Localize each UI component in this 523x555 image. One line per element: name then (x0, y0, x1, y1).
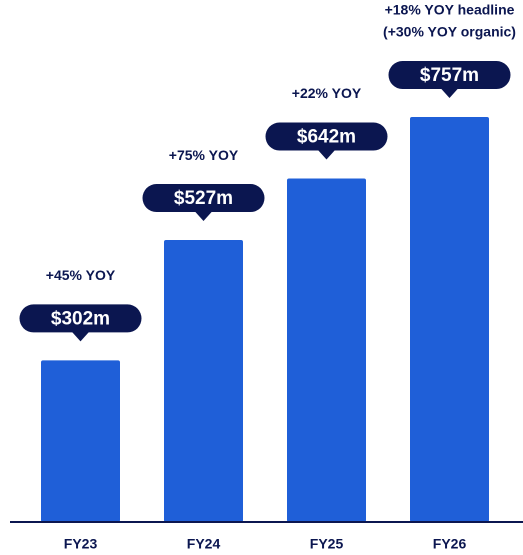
value-label-pointer (440, 88, 459, 99)
annotation: +45% YOY (46, 267, 116, 283)
value-label-bubble (388, 61, 511, 90)
value-label: $527m (174, 188, 233, 209)
x-tick-label: FY26 (433, 536, 467, 552)
annotation: (+30% YOY organic) (383, 24, 516, 40)
value-label-bubble (265, 122, 388, 151)
value-label: $642m (297, 127, 356, 148)
bar (410, 117, 489, 522)
x-tick-label: FY24 (187, 536, 221, 552)
bar (41, 360, 120, 522)
value-label-pointer (317, 149, 336, 160)
annotation: +22% YOY (292, 85, 362, 101)
value-label: $302m (51, 308, 110, 329)
value-label-pointer (194, 211, 213, 222)
annotation: +18% YOY headline (385, 2, 515, 18)
bar (164, 240, 243, 522)
value-label-bubble (142, 184, 265, 213)
x-tick-label: FY23 (64, 536, 98, 552)
x-tick-label: FY25 (310, 536, 344, 552)
value-label-bubble (19, 304, 142, 333)
annotation: +75% YOY (169, 147, 239, 163)
bar (287, 178, 366, 522)
value-label: $757m (420, 65, 479, 86)
value-label-pointer (71, 331, 90, 342)
